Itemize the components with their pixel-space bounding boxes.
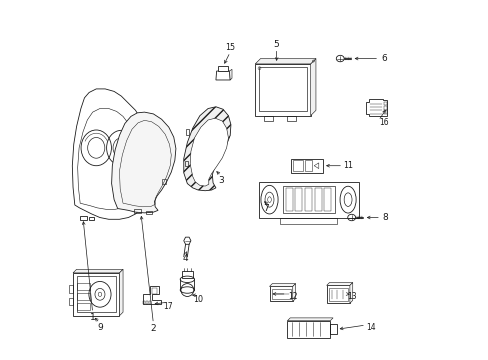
Bar [264, 116, 272, 121]
Bar [314, 188, 321, 211]
Bar [185, 129, 189, 135]
Text: 10: 10 [193, 295, 203, 304]
Polygon shape [287, 318, 332, 321]
Bar [77, 293, 90, 300]
Polygon shape [190, 118, 228, 186]
Bar [328, 288, 347, 301]
Bar [280, 217, 337, 224]
Bar [146, 301, 148, 304]
Polygon shape [349, 283, 352, 303]
Bar [152, 288, 157, 294]
Bar [290, 158, 323, 173]
Text: 3: 3 [218, 176, 224, 185]
Polygon shape [255, 59, 315, 64]
Polygon shape [229, 69, 231, 80]
Polygon shape [142, 287, 160, 304]
Bar [326, 285, 349, 303]
Polygon shape [217, 66, 228, 71]
Bar [287, 116, 296, 121]
Bar [283, 186, 334, 213]
Bar [77, 276, 116, 312]
Bar [69, 285, 73, 293]
Text: 14: 14 [366, 323, 375, 332]
Bar [287, 321, 329, 338]
Bar [182, 271, 193, 278]
Polygon shape [269, 284, 295, 287]
Text: 6: 6 [380, 54, 386, 63]
Bar [258, 182, 358, 217]
Bar [134, 209, 141, 213]
Polygon shape [326, 283, 352, 285]
Text: 17: 17 [163, 302, 172, 311]
Bar [329, 324, 336, 334]
Text: 9: 9 [97, 323, 102, 332]
Bar [269, 287, 292, 301]
Text: 11: 11 [343, 161, 352, 170]
Bar [255, 64, 310, 116]
Text: 13: 13 [346, 292, 356, 301]
Text: 7: 7 [263, 204, 268, 213]
Bar [89, 217, 94, 220]
Text: 8: 8 [382, 213, 387, 222]
Bar [258, 67, 306, 111]
Text: 4: 4 [183, 254, 188, 263]
Bar [383, 102, 386, 105]
Bar [69, 298, 73, 305]
Polygon shape [292, 284, 295, 301]
Bar [149, 301, 151, 304]
Text: 16: 16 [378, 118, 388, 127]
Text: 2: 2 [150, 324, 156, 333]
Bar [271, 289, 290, 299]
Bar [146, 211, 151, 213]
Bar [304, 188, 311, 211]
Bar [305, 160, 312, 171]
Text: 15: 15 [224, 43, 235, 52]
Bar [80, 216, 86, 220]
Bar [295, 188, 302, 211]
Bar [292, 160, 303, 171]
Polygon shape [216, 71, 230, 80]
Polygon shape [313, 163, 318, 168]
Text: 5: 5 [273, 40, 279, 49]
Bar [324, 188, 331, 211]
Bar [285, 188, 292, 211]
Bar [184, 161, 187, 166]
Text: 1: 1 [90, 313, 95, 322]
Polygon shape [365, 99, 386, 116]
Polygon shape [111, 112, 176, 213]
Bar [77, 303, 90, 310]
Polygon shape [73, 269, 123, 273]
Polygon shape [119, 269, 123, 316]
Polygon shape [310, 59, 315, 116]
Text: 12: 12 [287, 292, 297, 301]
Bar [162, 179, 165, 184]
Bar [143, 301, 145, 304]
Bar [383, 111, 386, 114]
Bar [73, 273, 119, 316]
Polygon shape [183, 237, 190, 244]
Polygon shape [183, 107, 230, 191]
Bar [383, 106, 386, 110]
Bar [77, 283, 90, 291]
